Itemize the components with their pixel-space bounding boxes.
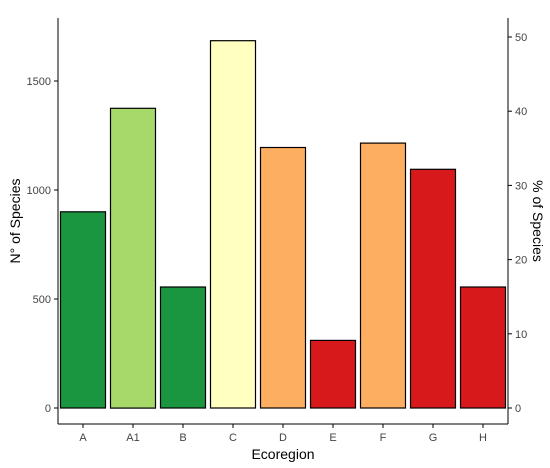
bar-g bbox=[409, 168, 457, 409]
bar-d bbox=[259, 146, 307, 409]
right-y-tick-label: 0 bbox=[515, 403, 521, 415]
left-y-tick-label: 1500 bbox=[27, 76, 51, 88]
right-y-tick-label: 50 bbox=[515, 32, 527, 44]
left-y-tick-label: 1000 bbox=[27, 185, 51, 197]
bar-b bbox=[159, 286, 207, 409]
bars-group bbox=[59, 40, 507, 409]
right-y-axis-title: % of Species bbox=[530, 180, 546, 262]
x-tick-label: F bbox=[380, 432, 387, 444]
right-y-tick-label: 10 bbox=[515, 329, 527, 341]
x-tick-label: A1 bbox=[126, 432, 139, 444]
x-tick-label: G bbox=[429, 432, 438, 444]
y-axis-title: N° of Species bbox=[7, 179, 23, 264]
right-y-tick-label: 30 bbox=[515, 180, 527, 192]
bar-a bbox=[59, 211, 107, 409]
bar-c bbox=[209, 40, 257, 409]
x-tick-label: H bbox=[479, 432, 487, 444]
x-tick-label: A bbox=[79, 432, 87, 444]
right-y-tick-label: 40 bbox=[515, 106, 527, 118]
x-axis-title: Ecoregion bbox=[251, 446, 314, 462]
x-tick-label: E bbox=[329, 432, 336, 444]
bar-a1 bbox=[109, 107, 157, 409]
bar-h bbox=[459, 286, 507, 409]
bar-f bbox=[359, 142, 407, 409]
bar-e bbox=[309, 339, 357, 409]
x-ticks: A A1 B C D E F G H bbox=[79, 424, 487, 444]
right-y-ticks: 0 10 20 30 40 50 bbox=[508, 32, 527, 415]
left-y-ticks: 0 500 1000 1500 bbox=[27, 76, 58, 415]
x-tick-label: C bbox=[229, 432, 237, 444]
right-y-tick-label: 20 bbox=[515, 255, 527, 267]
x-tick-label: B bbox=[179, 432, 186, 444]
left-y-tick-label: 500 bbox=[33, 294, 51, 306]
x-tick-label: D bbox=[279, 432, 287, 444]
left-y-tick-label: 0 bbox=[45, 403, 51, 415]
